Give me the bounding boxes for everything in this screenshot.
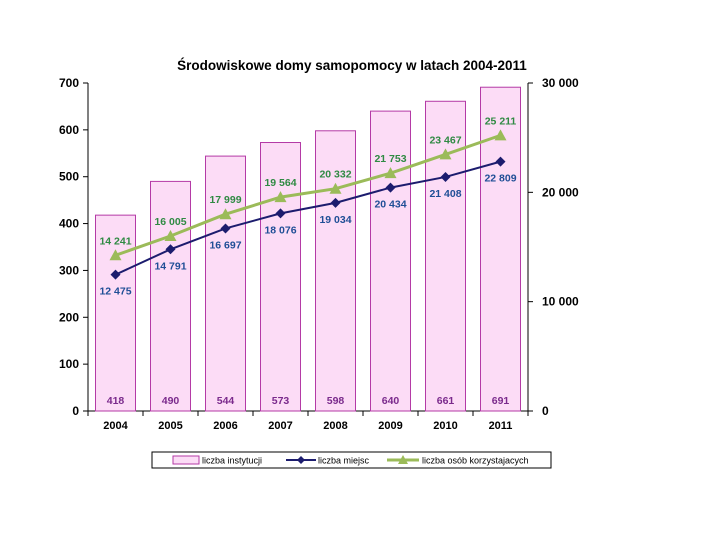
triangle-marker bbox=[384, 167, 397, 179]
legend-box bbox=[151, 451, 552, 469]
y-right-tick-label: 10 000 bbox=[542, 295, 579, 309]
legend-swatch-triangle bbox=[398, 455, 408, 464]
point-label-miejsc: 18 076 bbox=[264, 224, 296, 236]
y-right-tick-label: 30 000 bbox=[542, 76, 579, 90]
point-label-miejsc: 19 034 bbox=[319, 214, 351, 226]
point-label-miejsc: 22 809 bbox=[484, 173, 516, 185]
triangle-marker bbox=[274, 191, 287, 203]
x-tick-label: 2004 bbox=[103, 420, 128, 432]
diamond-marker bbox=[110, 269, 121, 280]
bar bbox=[370, 110, 411, 412]
legend-swatch-diamond bbox=[297, 456, 305, 464]
point-label-miejsc: 12 475 bbox=[99, 286, 131, 298]
triangle-marker bbox=[109, 249, 122, 261]
bar bbox=[425, 100, 466, 412]
diamond-marker bbox=[330, 197, 341, 208]
point-label-osob: 19 564 bbox=[264, 177, 296, 189]
point-label-osob: 21 753 bbox=[374, 153, 406, 165]
bar-value-label: 640 bbox=[382, 395, 400, 407]
bar-value-label: 490 bbox=[162, 395, 180, 407]
point-label-miejsc: 20 434 bbox=[374, 199, 406, 211]
y-left-tick-label: 400 bbox=[59, 217, 79, 231]
bar bbox=[95, 214, 136, 412]
bar-value-label: 598 bbox=[327, 395, 345, 407]
x-tick-label: 2007 bbox=[268, 420, 292, 432]
data-labels: 418 490 544 573 598 640 661 691 12 475 14 791 16 6… bbox=[99, 115, 516, 407]
bar-value-label: 544 bbox=[217, 395, 235, 407]
bar-value-label: 691 bbox=[492, 395, 510, 407]
point-label-osob: 16 005 bbox=[154, 216, 186, 228]
legend: liczba instytucji liczba miejsc liczba osó… bbox=[151, 451, 552, 469]
y-left-tick-label: 100 bbox=[59, 357, 79, 371]
point-label-miejsc: 14 791 bbox=[154, 260, 186, 272]
bar-value-label: 418 bbox=[107, 395, 125, 407]
x-tick-label: 2006 bbox=[213, 420, 237, 432]
axes: 0 100 200 300 400 500 600 700 0 10 000 20 000 30 00… bbox=[59, 76, 579, 432]
diamond-marker bbox=[275, 208, 286, 219]
x-tick-label: 2011 bbox=[489, 420, 513, 432]
bar-value-label: 573 bbox=[272, 395, 290, 407]
y-left-tick-label: 200 bbox=[59, 310, 79, 324]
x-tick-label: 2010 bbox=[433, 420, 457, 432]
point-label-osob: 14 241 bbox=[99, 235, 131, 247]
series-line-osob bbox=[115, 133, 501, 257]
triangle-marker bbox=[329, 182, 342, 194]
y-left-tick-label: 700 bbox=[59, 76, 79, 90]
y-right-tick-label: 20 000 bbox=[542, 185, 579, 199]
y-left-tick-label: 500 bbox=[59, 170, 79, 184]
point-label-osob: 17 999 bbox=[209, 194, 241, 206]
triangle-marker bbox=[439, 148, 452, 160]
point-label-miejsc: 21 408 bbox=[429, 188, 461, 200]
diamond-marker bbox=[220, 223, 231, 234]
diamond-marker bbox=[495, 156, 506, 167]
y-left-tick-label: 0 bbox=[72, 404, 79, 418]
bar-value-label: 661 bbox=[437, 395, 455, 407]
chart-title: Środowiskowe domy samopomocy w latach 20… bbox=[177, 58, 527, 73]
bar bbox=[260, 142, 301, 412]
x-tick-label: 2009 bbox=[378, 420, 402, 432]
triangle-marker bbox=[494, 129, 507, 141]
x-tick-label: 2005 bbox=[158, 420, 182, 432]
legend-label: liczba instytucji bbox=[202, 456, 262, 466]
bar bbox=[315, 130, 356, 412]
legend-label: liczba osób korzystajacych bbox=[422, 456, 529, 466]
series-line-miejsc bbox=[115, 160, 501, 276]
point-label-osob: 25 211 bbox=[485, 115, 517, 127]
bar-series-instytucji bbox=[95, 86, 521, 412]
point-label-osob: 20 332 bbox=[319, 169, 351, 181]
bar bbox=[205, 155, 246, 412]
x-tick-label: 2008 bbox=[323, 420, 347, 432]
diamond-marker bbox=[165, 244, 176, 255]
y-left-tick-label: 300 bbox=[59, 263, 79, 277]
diamond-marker bbox=[385, 182, 396, 193]
legend-label: liczba miejsc bbox=[318, 456, 370, 466]
triangle-marker bbox=[219, 208, 232, 220]
diamond-marker bbox=[440, 171, 451, 182]
point-label-miejsc: 16 697 bbox=[209, 239, 241, 251]
line-series bbox=[109, 129, 507, 280]
point-label-osob: 23 467 bbox=[429, 134, 461, 146]
triangle-marker bbox=[164, 230, 177, 242]
legend-swatch-bar bbox=[172, 455, 200, 465]
y-right-tick-label: 0 bbox=[542, 404, 549, 418]
bar bbox=[150, 180, 191, 412]
y-left-tick-label: 600 bbox=[59, 123, 79, 137]
